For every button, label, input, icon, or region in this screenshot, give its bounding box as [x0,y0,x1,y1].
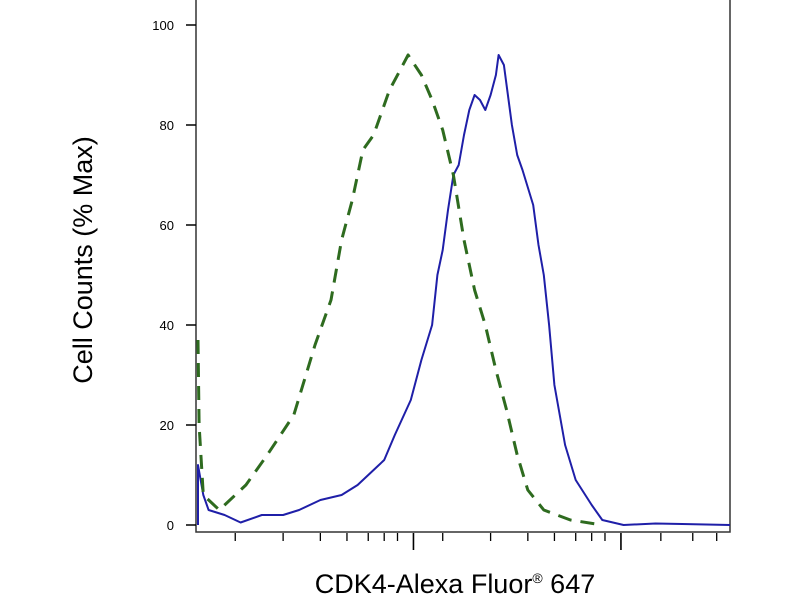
x-axis-title-main: CDK4-Alexa Fluor [315,569,533,599]
y-tick-label: 80 [160,118,174,133]
y-tick-label: 60 [160,218,174,233]
y-tick-label: 0 [167,518,174,533]
y-axis-title: Cell Counts (% Max) [68,136,98,384]
plot-frame [195,0,731,533]
x-axis-title-suffix: 647 [543,569,596,599]
y-tick-label: 100 [152,18,174,33]
x-axis-title: CDK4-Alexa Fluor® 647 [315,569,595,599]
y-axis: 0 20 40 60 80 100 [152,18,196,533]
y-tick-label: 20 [160,418,174,433]
cdk4-histogram-line [197,54,731,526]
x-axis [234,533,718,550]
control-histogram-line [196,53,603,527]
series-layer [196,53,731,527]
y-tick-label: 40 [160,318,174,333]
x-axis-title-registered-mark: ® [532,570,543,586]
